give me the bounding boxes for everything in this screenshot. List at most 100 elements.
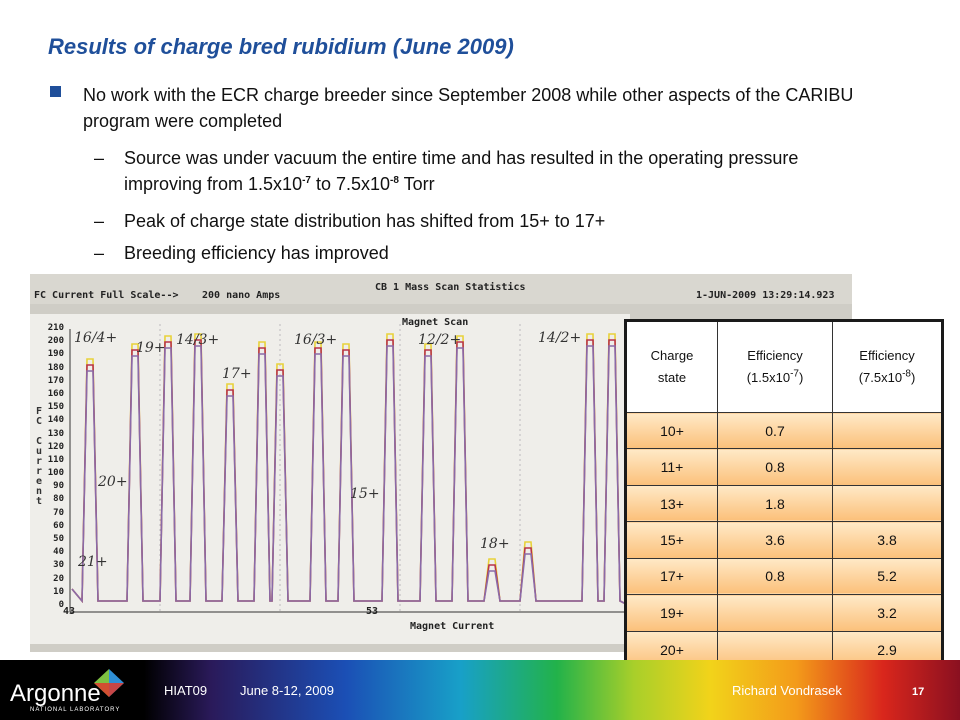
y-tick-label: 110 bbox=[47, 454, 64, 465]
sub-bullet-efficiency-text: Breeding efficiency has improved bbox=[124, 243, 389, 263]
cell-eff2: 5.2 bbox=[832, 557, 943, 596]
sub-bullet-peak: – Peak of charge state distribution has … bbox=[94, 208, 854, 234]
annotation-15: 15+ bbox=[350, 486, 380, 502]
y-tick-label: 130 bbox=[47, 428, 64, 439]
y-tick-label: 90 bbox=[53, 481, 64, 492]
annotation-19: 19+ bbox=[136, 340, 166, 356]
footer-author: Richard Vondrasek bbox=[732, 683, 842, 698]
y-tick-label: 70 bbox=[53, 507, 64, 518]
side-label-letter: C bbox=[36, 436, 43, 447]
annotation-14-3: 14/3+ bbox=[176, 332, 220, 348]
sub-bullet-peak-text: Peak of charge state distribution has sh… bbox=[124, 211, 606, 231]
scan-trace bbox=[71, 345, 629, 606]
page-number: 17 bbox=[912, 686, 925, 698]
y-tick-label: 150 bbox=[47, 402, 64, 413]
y-tick-label: 160 bbox=[47, 388, 64, 399]
main-bullet-text: No work with the ECR charge breeder sinc… bbox=[83, 85, 854, 131]
dash-icon: – bbox=[94, 211, 105, 231]
x-tick-53: 53 bbox=[366, 606, 379, 617]
cell-eff2: 3.8 bbox=[832, 521, 943, 559]
dash-icon: – bbox=[94, 148, 105, 168]
annotation-20: 20+ bbox=[98, 474, 128, 490]
table-row: 17+ 0.8 5.2 bbox=[625, 557, 943, 596]
side-label-letter: C bbox=[36, 416, 43, 427]
header-efficiency-1: Efficiency (1.5x10-7) bbox=[717, 319, 833, 414]
y-tick-label: 10 bbox=[53, 586, 64, 597]
table-row: 19+ 3.2 bbox=[625, 594, 943, 632]
cell-eff1: 1.8 bbox=[717, 484, 833, 523]
y-tick-label: 210 bbox=[47, 323, 64, 333]
cell-state: 10+ bbox=[625, 412, 718, 450]
y-tick-label: 80 bbox=[53, 494, 64, 505]
y-tick-label: 180 bbox=[47, 362, 64, 373]
footer-conference: HIAT09 bbox=[164, 683, 208, 698]
cell-eff1: 3.6 bbox=[717, 521, 833, 559]
y-tick-label: 40 bbox=[53, 547, 64, 558]
scan-header-mid: 200 nano Amps bbox=[202, 290, 281, 301]
argonne-logo-icon bbox=[94, 669, 124, 697]
y-tick-label: 50 bbox=[53, 534, 64, 545]
y-tick-label: 200 bbox=[47, 336, 64, 347]
y-tick-label: 100 bbox=[47, 468, 64, 479]
header-charge-state: Charge state bbox=[625, 319, 718, 414]
side-label-letter: r bbox=[36, 466, 43, 477]
table-header-row: Charge state Efficiency (1.5x10-7) Efficie… bbox=[625, 319, 943, 414]
dash-icon: – bbox=[94, 243, 105, 263]
y-tick-label: 190 bbox=[47, 349, 64, 360]
footer-dates: June 8-12, 2009 bbox=[240, 683, 334, 698]
annotation-17: 17+ bbox=[222, 366, 252, 382]
argonne-logo-text: Argonne bbox=[10, 680, 101, 707]
side-label-letter: r bbox=[36, 456, 43, 467]
efficiency-table: Charge state Efficiency (1.5x10-7) Efficie… bbox=[624, 319, 944, 671]
side-label-letter: t bbox=[36, 496, 43, 507]
square-bullet-icon bbox=[50, 86, 61, 97]
x-tick-43: 43 bbox=[63, 606, 76, 617]
side-label-letter: e bbox=[36, 476, 43, 487]
plot-title: Magnet Scan bbox=[402, 317, 469, 328]
annotation-12-2: 12/2+ bbox=[418, 332, 462, 348]
sub-bullet-pressure: – Source was under vacuum the entire tim… bbox=[94, 145, 854, 197]
side-label-letter: F bbox=[36, 406, 43, 417]
x-axis-label: Magnet Current bbox=[410, 621, 495, 632]
sub-bullet-pressure-text: Source was under vacuum the entire time … bbox=[124, 148, 799, 194]
y-tick-label: 0 bbox=[58, 600, 64, 610]
annotation-14-2: 14/2+ bbox=[538, 330, 582, 346]
cell-eff1: 0.8 bbox=[717, 448, 833, 486]
table-row: 13+ 1.8 bbox=[625, 484, 943, 523]
table-row: 11+ 0.8 bbox=[625, 448, 943, 486]
cell-eff2 bbox=[832, 412, 943, 450]
side-label-letter: u bbox=[36, 446, 43, 457]
slide-title: Results of charge bred rubidium (June 20… bbox=[48, 34, 514, 59]
cell-eff1: 0.7 bbox=[717, 412, 833, 450]
y-tick-label: 140 bbox=[47, 415, 64, 426]
y-tick-label: 170 bbox=[47, 375, 64, 386]
cell-state: 19+ bbox=[625, 594, 718, 632]
annotation-21: 21+ bbox=[78, 554, 108, 570]
annotation-16-4: 16/4+ bbox=[74, 330, 118, 346]
y-tick-label: 20 bbox=[53, 573, 64, 584]
cell-state: 13+ bbox=[625, 484, 718, 523]
table-row: 15+ 3.6 3.8 bbox=[625, 521, 943, 559]
header-efficiency-2: Efficiency (7.5x10-8) bbox=[832, 319, 943, 414]
cell-eff2: 3.2 bbox=[832, 594, 943, 632]
cell-eff1 bbox=[717, 594, 833, 632]
y-tick-label: 30 bbox=[53, 560, 64, 571]
scan-header-title: CB 1 Mass Scan Statistics bbox=[375, 282, 526, 293]
y-tick-label: 60 bbox=[53, 520, 64, 531]
side-label-letter: n bbox=[36, 486, 43, 497]
footer-bar bbox=[0, 660, 960, 720]
scan-header-left: FC Current Full Scale--> bbox=[34, 290, 179, 301]
cell-eff2 bbox=[832, 484, 943, 523]
sub-bullet-efficiency: – Breeding efficiency has improved bbox=[94, 240, 854, 266]
argonne-logo-subtext: NATIONAL LABORATORY bbox=[30, 707, 121, 713]
cell-state: 17+ bbox=[625, 557, 718, 596]
scan-header-right: 1-JUN-2009 13:29:14.923 bbox=[696, 290, 835, 301]
cell-eff1: 0.8 bbox=[717, 557, 833, 596]
annotation-18: 18+ bbox=[480, 536, 510, 552]
cell-state: 15+ bbox=[625, 521, 718, 559]
main-bullet: No work with the ECR charge breeder sinc… bbox=[50, 82, 870, 134]
y-tick-label: 120 bbox=[47, 441, 64, 452]
table-row: 10+ 0.7 bbox=[625, 412, 943, 450]
cell-eff2 bbox=[832, 448, 943, 486]
cell-state: 11+ bbox=[625, 448, 718, 486]
